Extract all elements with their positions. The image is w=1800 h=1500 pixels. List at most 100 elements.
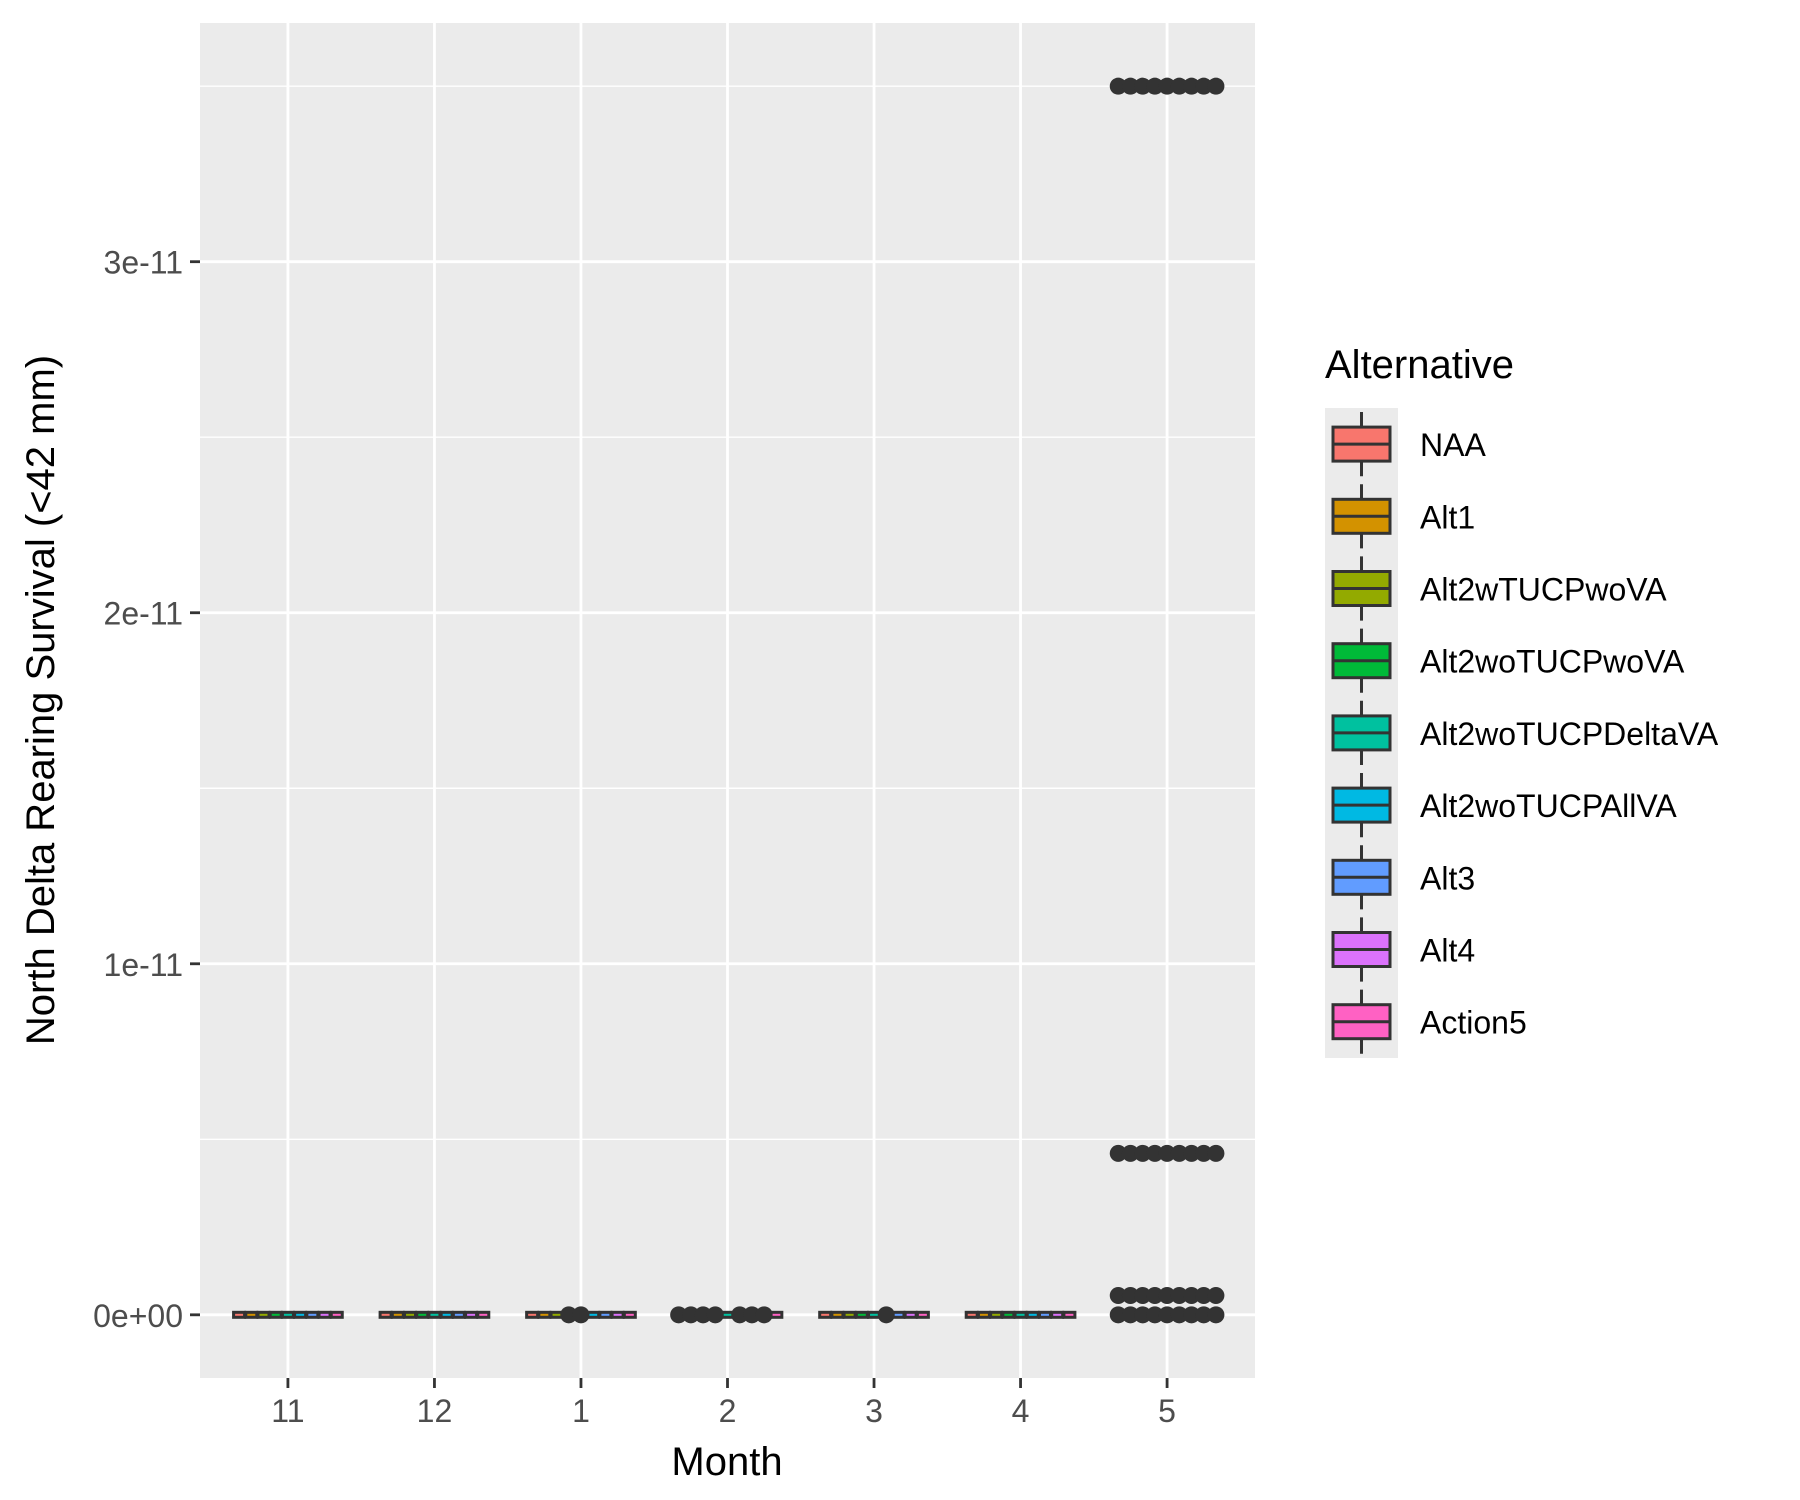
x-tick-label: 5 (1158, 1393, 1176, 1429)
box-Alt4-month-1 (610, 1310, 625, 1319)
outlier-point (1109, 1287, 1127, 1305)
outlier-point (755, 1306, 773, 1324)
box-Alt3-month-4 (1037, 1310, 1052, 1319)
legend-label: Alt2wTUCPwoVA (1420, 572, 1667, 608)
legend: Alternative NAA Alt1 Alt2wTUCPwoVA Alt2woTU… (1325, 343, 1719, 1058)
outlier-point (1134, 1144, 1152, 1162)
legend-item-Alt3: Alt3 (1331, 845, 1475, 910)
legend-item-Alt2woTUCPAllVA: Alt2woTUCPAllVA (1331, 773, 1677, 838)
outlier-points (560, 77, 1225, 1324)
outlier-point (731, 1306, 749, 1324)
box-Alt2wTUCPwoVA-month-12 (403, 1310, 418, 1319)
x-axis: 11 12 1 2 3 4 5 (271, 1378, 1176, 1429)
outlier-point (1121, 1144, 1139, 1162)
box-Action5-month-3 (915, 1310, 930, 1319)
outlier-point (1170, 1287, 1188, 1305)
legend-item-Alt4: Alt4 (1331, 917, 1475, 982)
outlier-point (1207, 1144, 1225, 1162)
x-tick-label: 3 (865, 1393, 883, 1429)
box-Alt2woTUCPAllVA-month-11 (293, 1310, 308, 1319)
outlier-point (1134, 1306, 1152, 1324)
legend-item-Alt2wTUCPwoVA: Alt2wTUCPwoVA (1331, 556, 1667, 621)
box-Alt3-month-11 (305, 1310, 320, 1319)
outlier-point (1183, 77, 1201, 95)
y-tick-label: 3e-11 (104, 245, 183, 281)
box-Alt3-month-12 (451, 1310, 466, 1319)
box-Action5-month-12 (476, 1310, 491, 1319)
outlier-point (1158, 1287, 1176, 1305)
box-Alt1-month-11 (244, 1310, 259, 1319)
boxplot-boxes (232, 1310, 1223, 1319)
outlier-point (670, 1306, 688, 1324)
major-gridlines (200, 23, 1255, 1378)
box-Alt4-month-11 (317, 1310, 332, 1319)
box-Alt4-month-4 (1050, 1310, 1065, 1319)
outlier-point (1195, 1144, 1213, 1162)
outlier-point (1134, 77, 1152, 95)
legend-label: NAA (1420, 427, 1486, 463)
outlier-point (743, 1306, 761, 1324)
y-tick-label: 2e-11 (104, 596, 183, 632)
legend-label: Alt2woTUCPDeltaVA (1420, 716, 1719, 752)
outlier-point (682, 1306, 700, 1324)
box-Alt2woTUCPAllVA-month-12 (439, 1310, 454, 1319)
box-Alt2woTUCPwoVA-month-4 (1001, 1310, 1016, 1319)
box-Alt2woTUCPDeltaVA-month-12 (427, 1310, 442, 1319)
x-tick-label: 11 (271, 1393, 304, 1429)
legend-label: Alt1 (1420, 499, 1475, 535)
legend-label: Alt3 (1420, 860, 1475, 896)
outlier-point (1170, 1306, 1188, 1324)
box-NAA-month-11 (232, 1310, 247, 1319)
x-tick-label: 4 (1012, 1393, 1030, 1429)
outlier-point (1109, 1144, 1127, 1162)
legend-item-Action5: Action5 (1331, 989, 1527, 1054)
box-Alt1-month-12 (390, 1310, 405, 1319)
outlier-point (1183, 1287, 1201, 1305)
outlier-point (1109, 1306, 1127, 1324)
box-Alt4-month-3 (903, 1310, 918, 1319)
outlier-point (1134, 1287, 1152, 1305)
y-tick-label: 1e-11 (104, 947, 183, 983)
box-Alt2wTUCPwoVA-month-11 (256, 1310, 271, 1319)
box-Alt2wTUCPwoVA-month-3 (842, 1310, 857, 1319)
y-axis: 0e+00 1e-11 2e-11 3e-11 (93, 245, 200, 1334)
outlier-point (1170, 1144, 1188, 1162)
outlier-point (1170, 77, 1188, 95)
outlier-point (1195, 77, 1213, 95)
outlier-point (1158, 77, 1176, 95)
legend-title: Alternative (1325, 343, 1514, 387)
outlier-point (1207, 1306, 1225, 1324)
outlier-point (1158, 1144, 1176, 1162)
box-Alt1-month-4 (976, 1310, 991, 1319)
outlier-point (1121, 1287, 1139, 1305)
box-Action5-month-4 (1062, 1310, 1077, 1319)
outlier-point (1146, 77, 1164, 95)
box-Alt1-month-3 (830, 1310, 845, 1319)
outlier-point (877, 1306, 895, 1324)
box-Alt3-month-1 (598, 1310, 613, 1319)
outlier-point (1195, 1287, 1213, 1305)
legend-item-Alt2woTUCPDeltaVA: Alt2woTUCPDeltaVA (1331, 700, 1719, 765)
x-tick-label: 2 (719, 1393, 737, 1429)
x-tick-label: 12 (417, 1393, 453, 1429)
box-Alt2wTUCPwoVA-month-4 (989, 1310, 1004, 1319)
outlier-point (560, 1306, 578, 1324)
legend-label: Alt4 (1420, 933, 1475, 969)
outlier-point (1207, 77, 1225, 95)
legend-item-NAA: NAA (1331, 412, 1486, 477)
box-Alt2woTUCPwoVA-month-3 (854, 1310, 869, 1319)
box-Alt4-month-12 (464, 1310, 479, 1319)
outlier-point (1195, 1306, 1213, 1324)
box-Alt2woTUCPDeltaVA-month-4 (1013, 1310, 1028, 1319)
legend-item-Alt2woTUCPwoVA: Alt2woTUCPwoVA (1331, 628, 1685, 693)
box-Alt1-month-1 (537, 1310, 552, 1319)
box-Action5-month-1 (622, 1310, 637, 1319)
outlier-point (1121, 77, 1139, 95)
outlier-point (706, 1306, 724, 1324)
x-axis-title: Month (671, 1440, 782, 1484)
outlier-point (1158, 1306, 1176, 1324)
box-Alt2woTUCPwoVA-month-11 (268, 1310, 283, 1319)
x-tick-label: 1 (572, 1393, 590, 1429)
outlier-point (1183, 1144, 1201, 1162)
